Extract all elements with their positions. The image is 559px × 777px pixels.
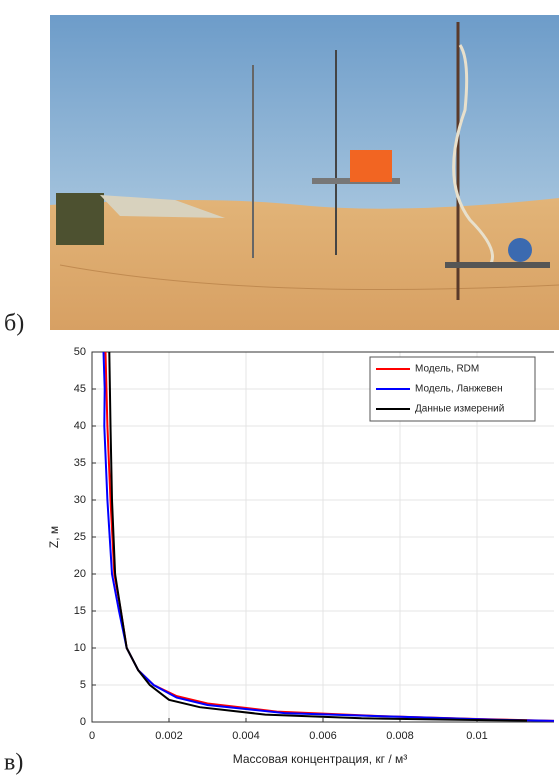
x-axis-label: Массовая концентрация, кг / м³: [233, 752, 408, 766]
box: [350, 150, 392, 182]
y-tick-label: 15: [74, 605, 86, 617]
legend: Модель, RDM Модель, Ланжевен Данные измере…: [370, 357, 535, 421]
y-tick-label: 5: [80, 679, 86, 691]
y-tick-label: 45: [74, 383, 86, 395]
page: б) в) Массовая концентрация, кг / м³ Z, …: [0, 0, 559, 777]
x-tick-label: 0.008: [386, 730, 414, 742]
panel-label: б): [4, 311, 24, 337]
x-tick-label: 0.004: [232, 730, 260, 742]
x-tick-label: 0.002: [155, 730, 183, 742]
reel: [508, 238, 532, 262]
y-tick-label: 35: [74, 457, 86, 469]
y-tick-label: 10: [74, 642, 86, 654]
y-tick-label: 50: [74, 346, 86, 358]
legend-label: Модель, Ланжевен: [415, 384, 503, 395]
truck: [56, 193, 104, 245]
legend-label: Модель, RDM: [415, 364, 479, 375]
y-tick-label: 20: [74, 568, 86, 580]
figure: б) в) Массовая концентрация, кг / м³ Z, …: [0, 0, 559, 777]
x-tick-label: 0.006: [309, 730, 337, 742]
table: [445, 262, 550, 268]
y-tick-label: 40: [74, 420, 86, 432]
legend-label: Данные измерений: [415, 404, 504, 415]
y-tick-label: 0: [80, 716, 86, 728]
photo: [50, 15, 559, 330]
x-tick-label: 0: [89, 730, 95, 742]
y-axis-label: Z, м: [47, 526, 61, 548]
y-tick-label: 30: [74, 494, 86, 506]
panel-label: в): [4, 750, 23, 776]
y-tick-label: 25: [74, 531, 86, 543]
x-tick-label: 0.01: [466, 730, 487, 742]
